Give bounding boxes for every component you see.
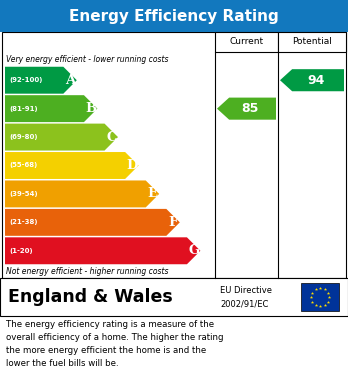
Text: C: C — [106, 131, 117, 143]
Text: (21-38): (21-38) — [9, 219, 38, 225]
Bar — [0, 278, 348, 316]
Text: G: G — [188, 244, 199, 257]
Text: E: E — [148, 187, 157, 201]
Polygon shape — [5, 181, 159, 207]
Text: 85: 85 — [242, 102, 259, 115]
Text: 94: 94 — [307, 74, 324, 87]
Bar — [2, 32, 346, 278]
Text: (1-20): (1-20) — [9, 248, 33, 254]
Text: England & Wales: England & Wales — [8, 288, 173, 306]
Text: (92-100): (92-100) — [9, 77, 42, 83]
Text: 2002/91/EC: 2002/91/EC — [220, 300, 268, 308]
Text: The energy efficiency rating is a measure of the
overall efficiency of a home. T: The energy efficiency rating is a measur… — [6, 320, 223, 368]
Polygon shape — [5, 95, 97, 122]
Bar — [0, 0, 348, 32]
Polygon shape — [5, 209, 180, 236]
Text: Current: Current — [229, 38, 263, 47]
Polygon shape — [217, 98, 276, 120]
Polygon shape — [5, 152, 139, 179]
Polygon shape — [5, 237, 200, 264]
Text: (39-54): (39-54) — [9, 191, 38, 197]
Text: F: F — [168, 216, 178, 229]
Polygon shape — [280, 69, 344, 91]
Text: EU Directive: EU Directive — [220, 286, 272, 295]
Polygon shape — [5, 124, 118, 151]
Text: Potential: Potential — [292, 38, 332, 47]
Text: Energy Efficiency Rating: Energy Efficiency Rating — [69, 9, 279, 23]
Text: D: D — [126, 159, 137, 172]
Bar — [278, 32, 346, 52]
Text: A: A — [65, 74, 75, 87]
Polygon shape — [5, 67, 77, 94]
Text: Not energy efficient - higher running costs: Not energy efficient - higher running co… — [6, 267, 168, 276]
Bar — [301, 283, 339, 311]
Text: B: B — [85, 102, 96, 115]
Text: (55-68): (55-68) — [9, 163, 37, 169]
Text: Very energy efficient - lower running costs: Very energy efficient - lower running co… — [6, 54, 168, 63]
Text: (81-91): (81-91) — [9, 106, 38, 112]
Bar — [215, 32, 278, 52]
Text: (69-80): (69-80) — [9, 134, 38, 140]
